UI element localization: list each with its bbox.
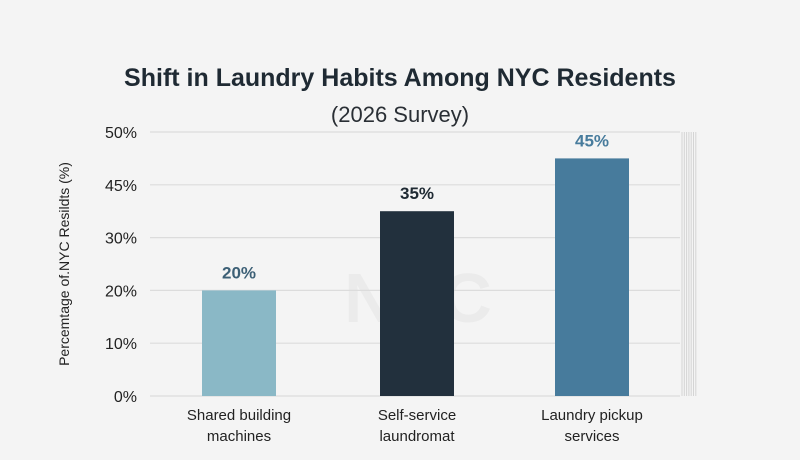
- data-label: 35%: [400, 184, 434, 203]
- bar: [202, 290, 276, 396]
- x-tick-label: Laundry pickup: [541, 407, 643, 424]
- y-tick-label: 30%: [105, 231, 137, 248]
- y-axis-label: Percemtage of.NYC Resildts (%): [56, 162, 72, 366]
- bar: [380, 211, 454, 396]
- x-tick-label: services: [564, 428, 619, 445]
- chart-title: Shift in Laundry Habits Among NYC Reside…: [124, 64, 676, 92]
- y-tick-label: 20%: [105, 283, 137, 300]
- y-tick-label: 10%: [105, 336, 137, 353]
- y-tick-label: 0%: [114, 389, 137, 406]
- chart-subtitle: (2026 Survey): [330, 102, 470, 127]
- x-tick-label: Shared building: [187, 407, 291, 424]
- y-tick-label: 45%: [105, 178, 137, 195]
- data-label: 45%: [575, 131, 609, 150]
- y-tick-label: 50%: [105, 125, 137, 142]
- x-tick-label: Self-service: [378, 407, 456, 424]
- x-tick-label: laundromat: [379, 428, 455, 445]
- bar: [555, 158, 629, 396]
- x-tick-label: machines: [207, 428, 271, 445]
- data-label: 20%: [222, 263, 256, 282]
